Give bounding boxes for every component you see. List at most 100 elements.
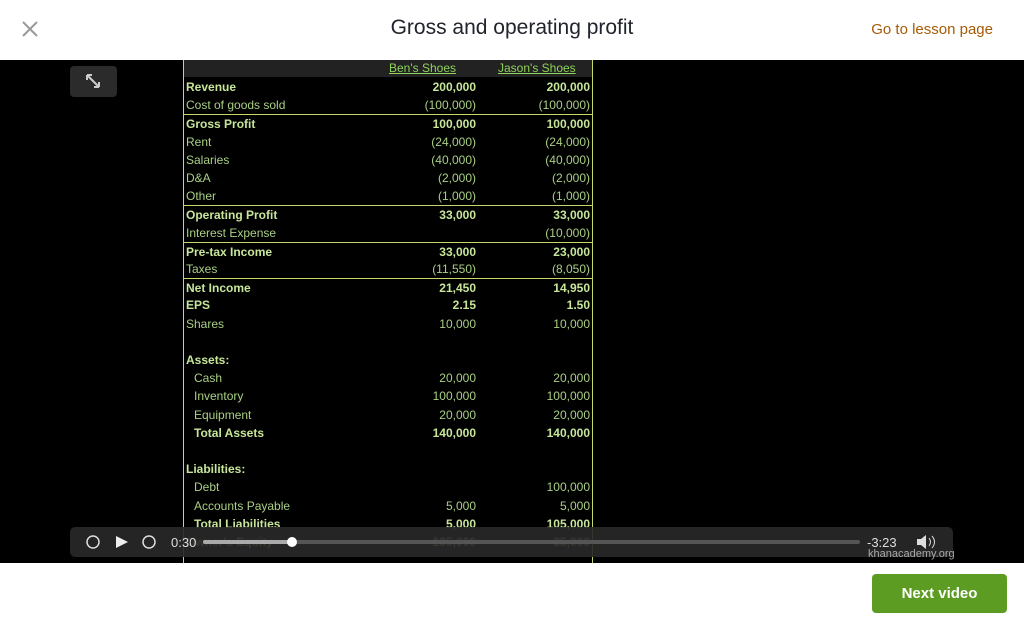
table-cell: (100,000)	[424, 98, 476, 113]
table-cell: 100,000	[546, 480, 590, 495]
table-row: Liabilities:	[184, 460, 592, 478]
table-cell: 23,000	[553, 244, 590, 259]
table-row: Other (1,000) (1,000)	[184, 187, 592, 205]
table-row: Total Assets 140,000 140,000	[184, 424, 592, 442]
table-cell: (10,000)	[545, 225, 590, 240]
table-cell: 20,000	[553, 407, 590, 422]
table-cell: (8,050)	[551, 262, 590, 276]
table-cell: 140,000	[432, 425, 476, 440]
table-cell: D&A	[186, 171, 211, 185]
table-row: Gross Profit 100,000 100,000	[184, 114, 592, 133]
table-cell: (24,000)	[545, 134, 590, 149]
progress-track[interactable]	[203, 540, 860, 544]
table-cell: 10,000	[439, 316, 476, 331]
table-cell: 14,950	[553, 281, 590, 296]
table-cell: (1,000)	[551, 189, 590, 204]
table-cell: 5,000	[445, 498, 476, 513]
table-cell: Equipment	[194, 407, 252, 422]
table-cell: (24,000)	[431, 134, 476, 149]
progress-knob[interactable]	[287, 537, 297, 547]
table-cell: 100,000	[546, 117, 590, 132]
header: Gross and operating profit Go to lesson …	[0, 0, 1024, 60]
column-header: Ben's Shoes	[389, 61, 457, 75]
table-cell: Shares	[186, 316, 225, 331]
table-cell: (11,550)	[432, 262, 476, 276]
table-row: Inventory 100,000 100,000	[184, 387, 592, 405]
table-cell: 1.50	[566, 298, 590, 313]
table-cell: (2,000)	[437, 171, 476, 185]
table-cell: Debt	[194, 480, 220, 495]
close-button[interactable]	[20, 19, 40, 39]
table-cell: Cost of goods sold	[186, 98, 286, 113]
table-cell: Cash	[194, 371, 223, 386]
control-icons[interactable]	[84, 533, 174, 551]
table-cell: Other	[186, 189, 217, 204]
table-cell: 20,000	[553, 371, 590, 386]
table-row: D&A (2,000) (2,000)	[184, 169, 592, 187]
table-cell: Net Income	[186, 281, 251, 296]
table-row: Cash 20,000 20,000	[184, 369, 592, 387]
column-header: Jason's Shoes	[498, 61, 576, 75]
table-cell: (100,000)	[538, 98, 590, 113]
table-cell: Inventory	[194, 389, 244, 404]
table-row: Cost of goods sold (100,000) (100,000)	[184, 96, 592, 114]
lesson-link[interactable]: Go to lesson page	[871, 21, 993, 38]
table-row: Pre-tax Income 33,000 23,000	[184, 241, 592, 261]
table-cell: 100,000	[432, 117, 476, 132]
spreadsheet: Ben's Shoes Jason's Shoes Revenue 200,000…	[183, 60, 593, 563]
volume-button[interactable]	[915, 534, 939, 550]
table-cell: 33,000	[553, 208, 590, 223]
watermark: khanacademy.org	[868, 548, 955, 560]
table-cell: 200,000	[546, 80, 590, 94]
table-cell: Gross Profit	[186, 117, 256, 132]
table-cell: (2,000)	[551, 171, 590, 185]
table-cell: Interest Expense	[186, 225, 277, 240]
table-row: EPS 2.15 1.50	[184, 296, 592, 314]
table-row: Equipment 20,000 20,000	[184, 406, 592, 424]
table-cell: 10,000	[553, 316, 590, 331]
table-row: Accounts Payable 5,000 5,000	[184, 497, 592, 515]
table-cell: 33,000	[439, 208, 476, 223]
title: Gross and operating profit	[390, 16, 634, 39]
table-cell: 20,000	[439, 371, 476, 386]
table-cell: Liabilities:	[186, 462, 246, 477]
table-cell: EPS	[186, 298, 211, 313]
table-row: Interest Expense (10,000)	[184, 224, 592, 242]
table-cell: 5,000	[559, 498, 590, 513]
table-row: Rent (24,000) (24,000)	[184, 133, 592, 151]
table-cell: Assets:	[186, 353, 230, 367]
table-cell: Total Assets	[194, 425, 265, 440]
elapsed-time: 0:30	[171, 535, 197, 550]
table-cell: (40,000)	[545, 152, 590, 167]
table-row: Assets:	[184, 351, 592, 369]
footer: Next video	[0, 563, 1024, 625]
table-row: Net Income 21,450 14,950	[184, 278, 592, 297]
remaining-time: -3:23	[867, 535, 897, 550]
table-cell: Pre-tax Income	[186, 244, 273, 259]
next-video-button[interactable]: Next video	[872, 574, 1007, 613]
table-row: Shares 10,000 10,000	[184, 315, 592, 333]
table-cell: 20,000	[439, 407, 476, 422]
table-cell: Rent	[186, 134, 212, 149]
table-row: Taxes (11,550) (8,050)	[184, 260, 592, 278]
table-cell: (1,000)	[437, 189, 476, 204]
table-cell: Revenue	[186, 80, 237, 94]
table-cell: 100,000	[546, 389, 590, 404]
progress-fill	[203, 540, 292, 544]
expand-button[interactable]	[70, 66, 117, 97]
table-cell: 21,450	[439, 281, 476, 296]
video[interactable]: Ben's Shoes Jason's Shoes Revenue 200,000…	[0, 60, 1024, 563]
table-row: Salaries (40,000) (40,000)	[184, 151, 592, 169]
table-cell: Accounts Payable	[194, 498, 291, 513]
table-cell: (40,000)	[431, 152, 476, 167]
table-cell: 140,000	[546, 425, 590, 440]
table-row: Debt 100,000	[184, 478, 592, 496]
table-cell: 2.15	[452, 298, 476, 313]
table-cell: 100,000	[432, 389, 476, 404]
table-cell: 33,000	[439, 244, 476, 259]
player-controls: 0:30 -3:23	[70, 527, 953, 557]
table-cell: Operating Profit	[186, 208, 278, 223]
table-cell: Salaries	[186, 152, 230, 167]
table-cell: Taxes	[186, 262, 218, 276]
